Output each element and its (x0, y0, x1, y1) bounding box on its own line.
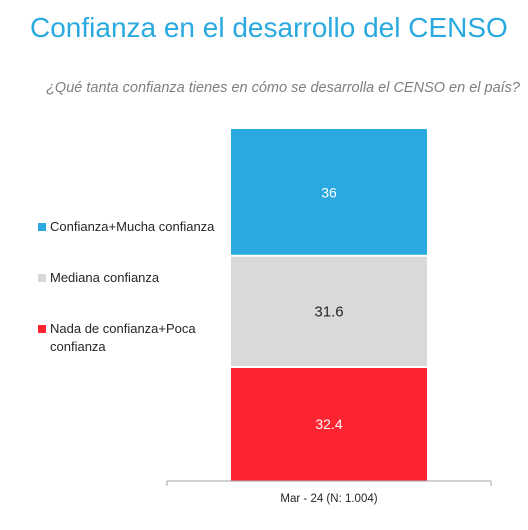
data-label-3: 32.4 (315, 416, 342, 432)
legend-item-1: Confianza+Mucha confianza (38, 218, 238, 236)
bar-segment-2 (231, 255, 427, 367)
chart-subtitle: ¿Qué tanta confianza tienes en cómo se d… (46, 80, 520, 96)
x-tick-label: Mar - 24 (N: 1.004) (280, 493, 377, 505)
data-label-1: 36 (321, 184, 337, 200)
bar-segment-1 (231, 129, 427, 256)
chart-title: Confianza en el desarrollo del CENSO (30, 12, 508, 43)
legend-swatch-3 (38, 325, 46, 333)
legend-label-2: Mediana confianza (50, 270, 160, 285)
legend-label-3: Nada de confianza+Poca confianza (50, 321, 196, 354)
legend-swatch-2 (38, 274, 46, 282)
legend-swatch-1 (38, 223, 46, 231)
bar-segment-3 (231, 366, 427, 481)
legend-item-2: Mediana confianza (38, 269, 238, 287)
data-label-2: 31.6 (314, 303, 343, 320)
legend-label-1: Confianza+Mucha confianza (50, 219, 215, 234)
legend-item-3: Nada de confianza+Poca confianza (38, 320, 238, 356)
